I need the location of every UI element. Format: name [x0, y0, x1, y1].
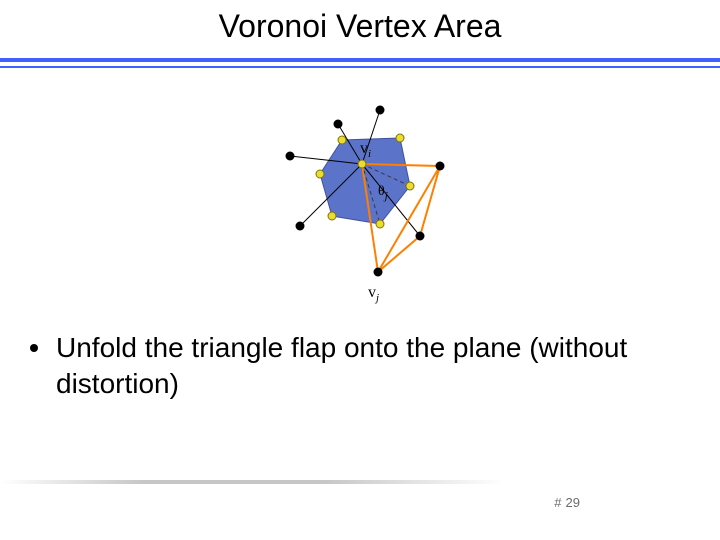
title-rule-thick: [0, 58, 720, 62]
bullet-text: Unfold the triangle flap onto the plane …: [56, 330, 690, 403]
footer-gradient: [0, 480, 720, 484]
bullet-dot-icon: [30, 344, 38, 352]
diagram-svg: [260, 96, 460, 296]
voronoi-diagram: vi θj vj: [260, 96, 460, 296]
bullet-row: Unfold the triangle flap onto the plane …: [30, 330, 690, 403]
title-rule-thin: [0, 66, 720, 68]
label-vi: vi: [360, 140, 371, 160]
label-vj: vj: [368, 284, 379, 304]
slide-title: Voronoi Vertex Area: [0, 8, 720, 45]
label-theta: θj: [378, 184, 388, 202]
slide-root: Voronoi Vertex Area vi θj vj Unfold the …: [0, 0, 720, 540]
page-number: #29: [554, 495, 580, 510]
page-num: 29: [566, 495, 580, 510]
page-hash: #: [554, 495, 561, 510]
